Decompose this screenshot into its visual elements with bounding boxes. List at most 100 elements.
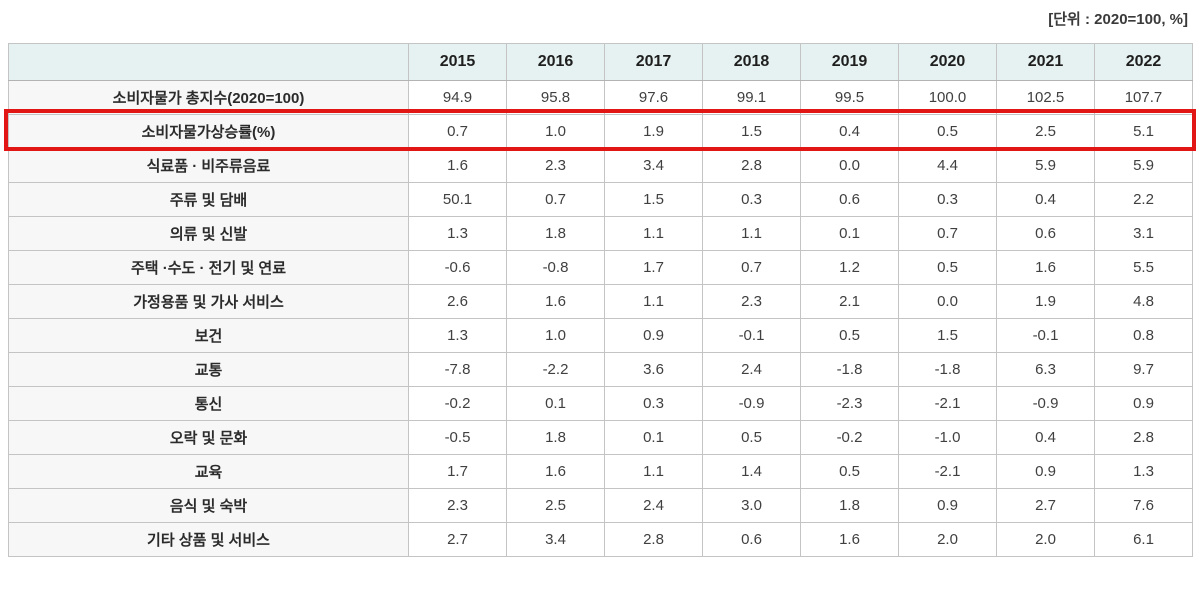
value-cell: 1.5 [604, 182, 703, 217]
year-header-cell: 2022 [1094, 43, 1193, 81]
row-label-cell: 교통 [8, 352, 409, 387]
value-cell: 2.3 [506, 148, 605, 183]
value-cell: 5.1 [1094, 114, 1193, 149]
value-cell: 7.6 [1094, 488, 1193, 523]
value-cell: 3.0 [702, 488, 801, 523]
value-cell: 0.6 [996, 216, 1095, 251]
value-cell: 6.1 [1094, 522, 1193, 557]
value-cell: 0.3 [604, 386, 703, 421]
value-cell: 1.7 [604, 250, 703, 285]
table-row: 주류 및 담배 50.1 0.7 1.5 0.3 0.6 0.3 0.4 2.2 [8, 182, 1193, 217]
row-label-cell: 주택 ·수도 · 전기 및 연료 [8, 250, 409, 285]
value-cell: 0.4 [800, 114, 899, 149]
value-cell: 1.7 [408, 454, 507, 489]
value-cell: 2.8 [1094, 420, 1193, 455]
value-cell: 5.9 [1094, 148, 1193, 183]
row-label-cell: 주류 및 담배 [8, 182, 409, 217]
value-cell: 1.4 [702, 454, 801, 489]
table-row: 주택 ·수도 · 전기 및 연료 -0.6 -0.8 1.7 0.7 1.2 0.5 1.6 5… [8, 250, 1193, 285]
row-label-cell: 소비자물가상승률(%) [8, 114, 409, 149]
table-body: 소비자물가 총지수(2020=100) 94.9 95.8 97.6 99.1 99.5 1… [8, 80, 1193, 557]
row-label-cell: 통신 [8, 386, 409, 421]
value-cell: 1.9 [604, 114, 703, 149]
row-label-cell: 소비자물가 총지수(2020=100) [8, 80, 409, 115]
value-cell: 0.3 [898, 182, 997, 217]
value-cell: 3.4 [604, 148, 703, 183]
row-label-cell: 오락 및 문화 [8, 420, 409, 455]
table-row: 교육 1.7 1.6 1.1 1.4 0.5 -2.1 0.9 1.3 [8, 454, 1193, 489]
row-label-cell: 교육 [8, 454, 409, 489]
value-cell: 2.0 [898, 522, 997, 557]
value-cell: 0.1 [604, 420, 703, 455]
value-cell: 1.6 [506, 284, 605, 319]
value-cell: 0.7 [702, 250, 801, 285]
corner-header-cell [8, 43, 409, 81]
row-label-cell: 가정용품 및 가사 서비스 [8, 284, 409, 319]
year-header-cell: 2020 [898, 43, 997, 81]
value-cell: -0.2 [800, 420, 899, 455]
value-cell: 102.5 [996, 80, 1095, 115]
value-cell: 107.7 [1094, 80, 1193, 115]
year-header-cell: 2016 [506, 43, 605, 81]
value-cell: 0.5 [800, 454, 899, 489]
value-cell: 1.1 [604, 216, 703, 251]
value-cell: 2.0 [996, 522, 1095, 557]
value-cell: 2.7 [408, 522, 507, 557]
value-cell: 97.6 [604, 80, 703, 115]
value-cell: 1.8 [506, 420, 605, 455]
row-label-cell: 보건 [8, 318, 409, 353]
value-cell: -0.9 [996, 386, 1095, 421]
value-cell: 0.1 [800, 216, 899, 251]
value-cell: 0.7 [408, 114, 507, 149]
table-row: 의류 및 신발 1.3 1.8 1.1 1.1 0.1 0.7 0.6 3.1 [8, 216, 1193, 251]
table-row: 음식 및 숙박 2.3 2.5 2.4 3.0 1.8 0.9 2.7 7.6 [8, 488, 1193, 523]
value-cell: -0.9 [702, 386, 801, 421]
table-row: 보건 1.3 1.0 0.9 -0.1 0.5 1.5 -0.1 0.8 [8, 318, 1193, 353]
value-cell: 1.0 [506, 114, 605, 149]
row-label-cell: 식료품 · 비주류음료 [8, 148, 409, 183]
value-cell: -2.3 [800, 386, 899, 421]
value-cell: 2.2 [1094, 182, 1193, 217]
table-row-highlighted: 소비자물가상승률(%) 0.7 1.0 1.9 1.5 0.4 0.5 2.5 5.1 [8, 114, 1193, 149]
value-cell: 5.9 [996, 148, 1095, 183]
value-cell: 1.1 [604, 284, 703, 319]
row-label-cell: 기타 상품 및 서비스 [8, 522, 409, 557]
value-cell: 0.6 [800, 182, 899, 217]
value-cell: 94.9 [408, 80, 507, 115]
value-cell: 2.8 [604, 522, 703, 557]
value-cell: 2.3 [702, 284, 801, 319]
value-cell: 1.8 [800, 488, 899, 523]
value-cell: 0.5 [702, 420, 801, 455]
value-cell: 1.2 [800, 250, 899, 285]
value-cell: 5.5 [1094, 250, 1193, 285]
value-cell: 0.1 [506, 386, 605, 421]
value-cell: 0.4 [996, 182, 1095, 217]
value-cell: 99.5 [800, 80, 899, 115]
table-row: 식료품 · 비주류음료 1.6 2.3 3.4 2.8 0.0 4.4 5.9 5.9 [8, 148, 1193, 183]
value-cell: -1.0 [898, 420, 997, 455]
year-header-cell: 2019 [800, 43, 899, 81]
value-cell: -2.1 [898, 386, 997, 421]
value-cell: 1.1 [604, 454, 703, 489]
year-header-cell: 2021 [996, 43, 1095, 81]
value-cell: 2.3 [408, 488, 507, 523]
value-cell: 1.6 [996, 250, 1095, 285]
value-cell: 4.8 [1094, 284, 1193, 319]
row-label-cell: 의류 및 신발 [8, 216, 409, 251]
value-cell: 2.8 [702, 148, 801, 183]
value-cell: 0.3 [702, 182, 801, 217]
value-cell: -0.5 [408, 420, 507, 455]
value-cell: 0.4 [996, 420, 1095, 455]
value-cell: 2.4 [604, 488, 703, 523]
value-cell: 0.0 [800, 148, 899, 183]
value-cell: 6.3 [996, 352, 1095, 387]
value-cell: -0.6 [408, 250, 507, 285]
value-cell: 1.6 [408, 148, 507, 183]
value-cell: 1.3 [1094, 454, 1193, 489]
value-cell: 99.1 [702, 80, 801, 115]
value-cell: -1.8 [800, 352, 899, 387]
year-header-cell: 2018 [702, 43, 801, 81]
value-cell: 3.1 [1094, 216, 1193, 251]
value-cell: 2.1 [800, 284, 899, 319]
value-cell: 1.8 [506, 216, 605, 251]
